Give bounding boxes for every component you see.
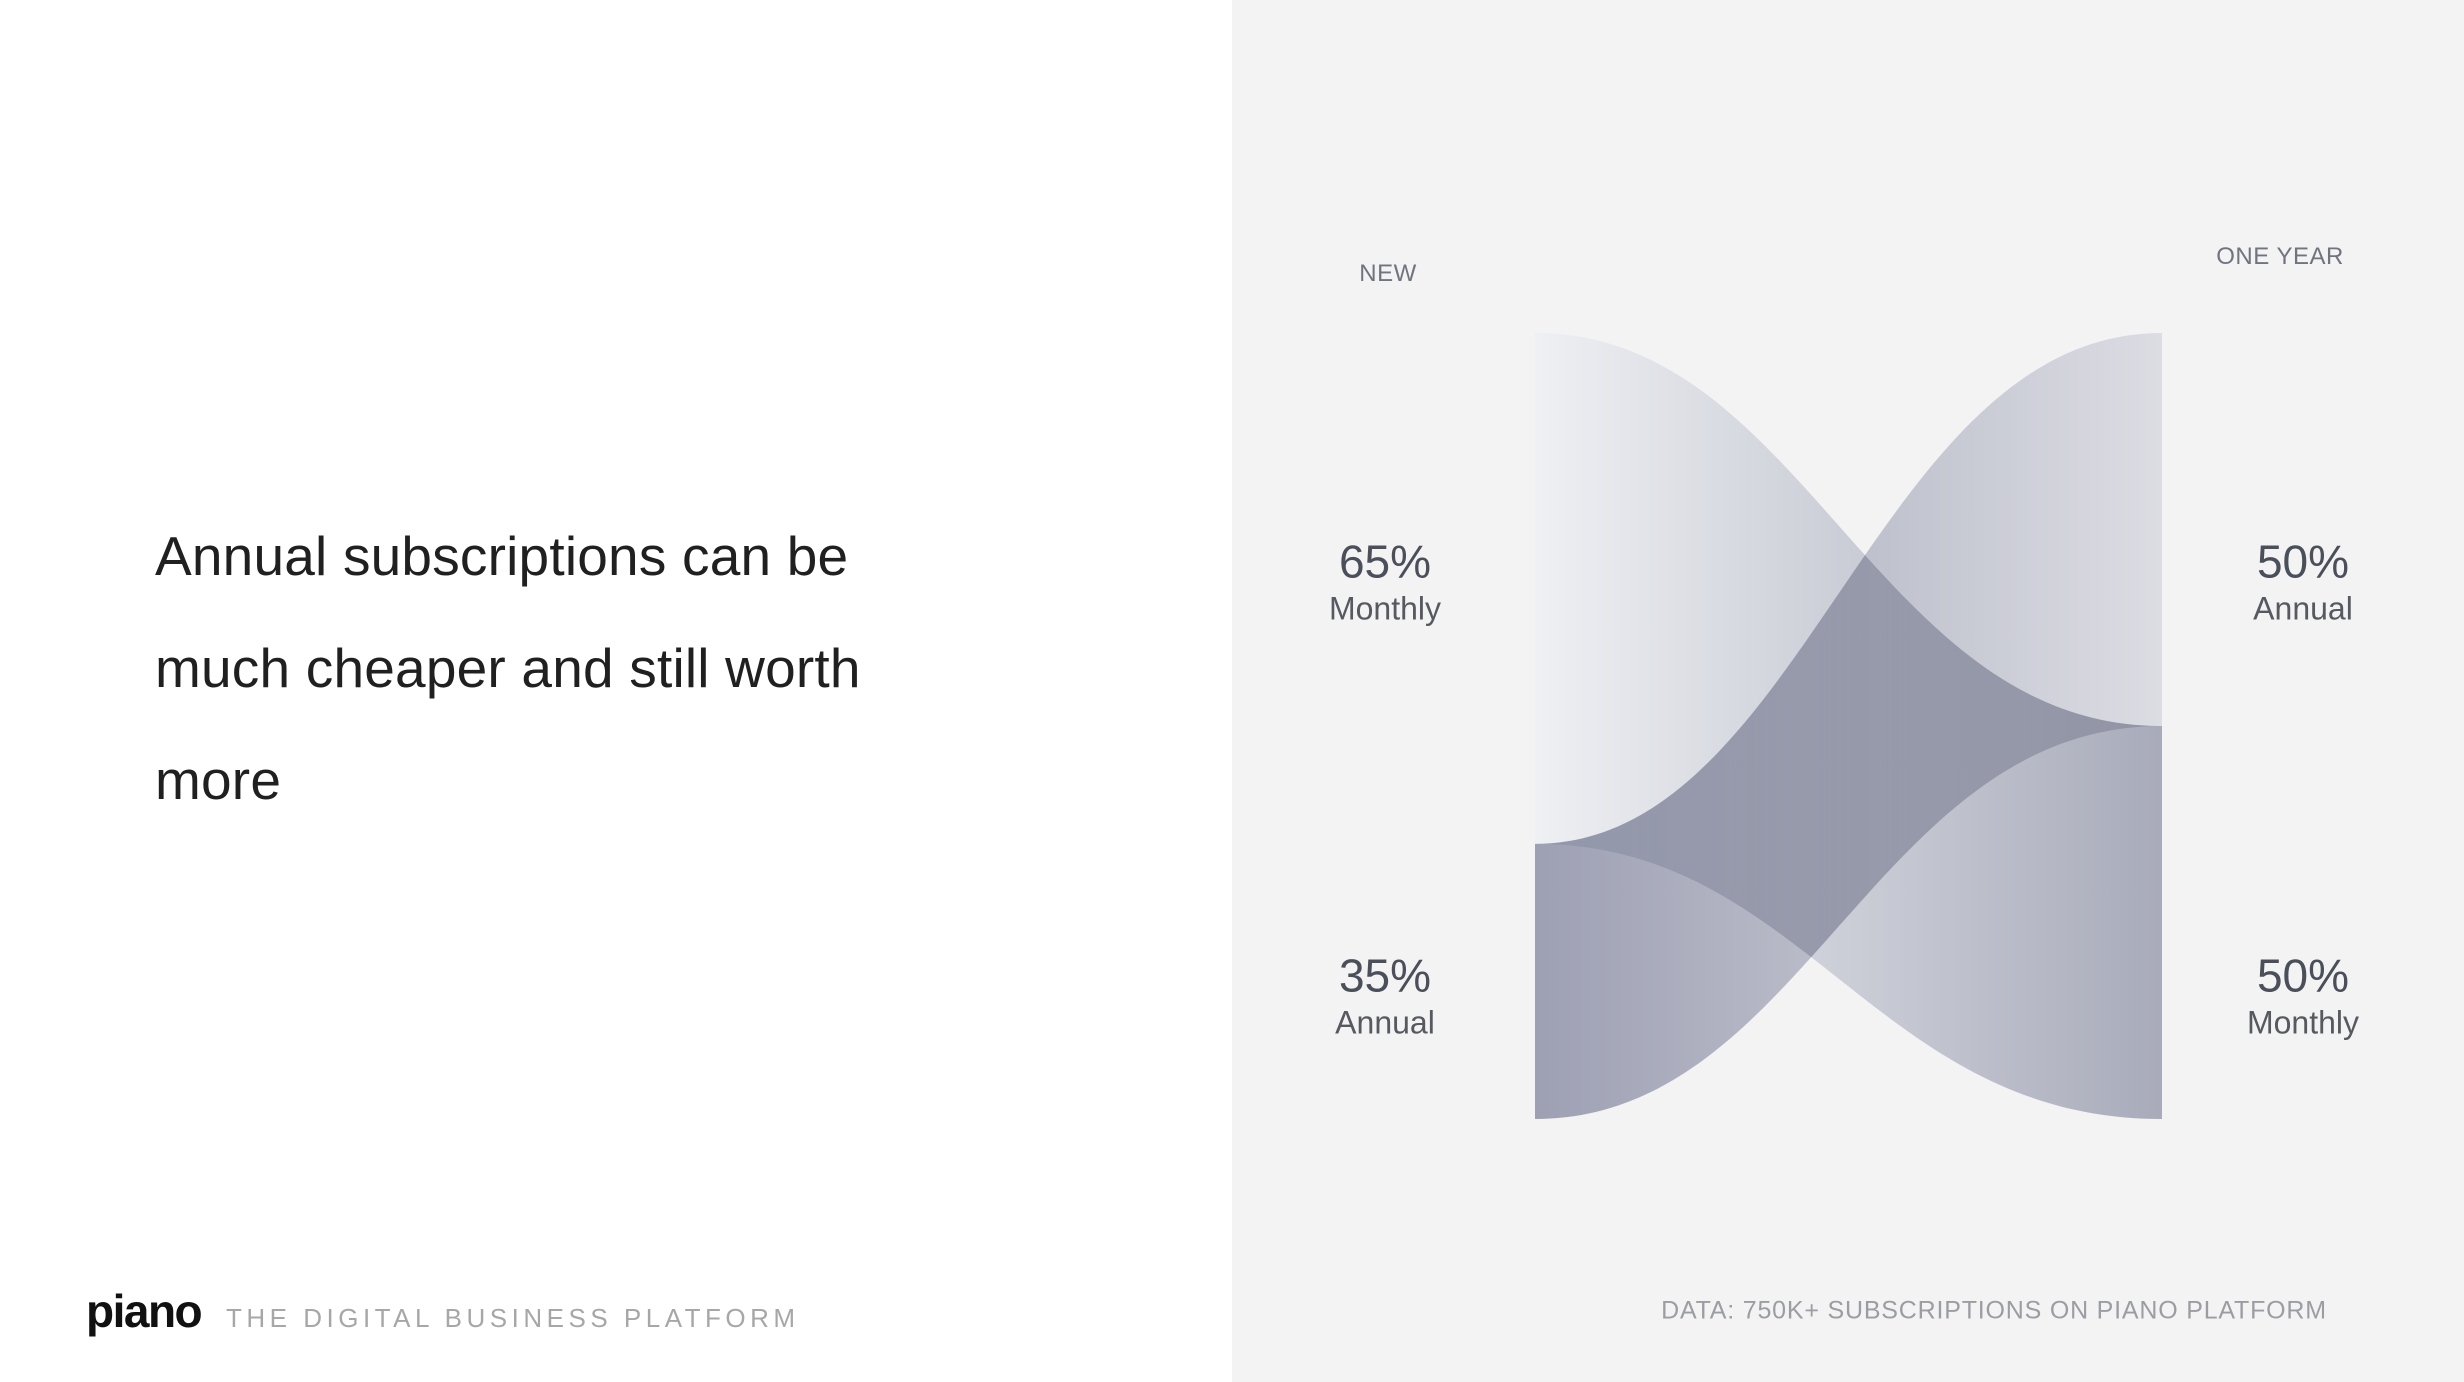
stat-oneyear-monthly-label: Monthly — [2246, 1004, 2360, 1041]
stat-oneyear-monthly-value: 50% — [2256, 949, 2350, 1002]
column-label-one-year: ONE YEAR — [2216, 243, 2344, 270]
stat-new-monthly: 65% Monthly — [1329, 537, 1441, 628]
brand-tagline: THE DIGITAL BUSINESS PLATFORM — [226, 1303, 800, 1333]
stat-oneyear-annual-value: 50% — [2256, 535, 2350, 588]
piano-logo: piano — [86, 1285, 203, 1337]
stat-new-monthly-value: 65% — [1338, 535, 1432, 588]
column-label-new: NEW — [1359, 260, 1417, 287]
stat-new-monthly-label: Monthly — [1328, 590, 1442, 627]
stat-new-annual-value: 35% — [1338, 949, 1432, 1002]
headline-line-2: much cheaper and still worth — [155, 637, 861, 699]
stat-new-annual-label: Annual — [1335, 1004, 1435, 1041]
stat-oneyear-monthly: 50% Monthly — [2247, 951, 2359, 1042]
headline-line-1: Annual subscriptions can be — [155, 525, 849, 587]
headline-line-3: more — [155, 749, 282, 811]
stat-oneyear-annual-label: Annual — [2253, 590, 2353, 627]
sankey-diagram — [1535, 333, 2162, 1119]
stat-oneyear-annual: 50% Annual — [2253, 537, 2353, 628]
data-source-caption: DATA: 750K+ SUBSCRIPTIONS ON PIANO PLATF… — [1661, 1296, 2327, 1325]
stat-new-annual: 35% Annual — [1335, 951, 1435, 1042]
ribbon-annual-flow — [1535, 333, 2162, 1119]
headline: Annual subscriptions can be much cheaper… — [155, 500, 995, 836]
